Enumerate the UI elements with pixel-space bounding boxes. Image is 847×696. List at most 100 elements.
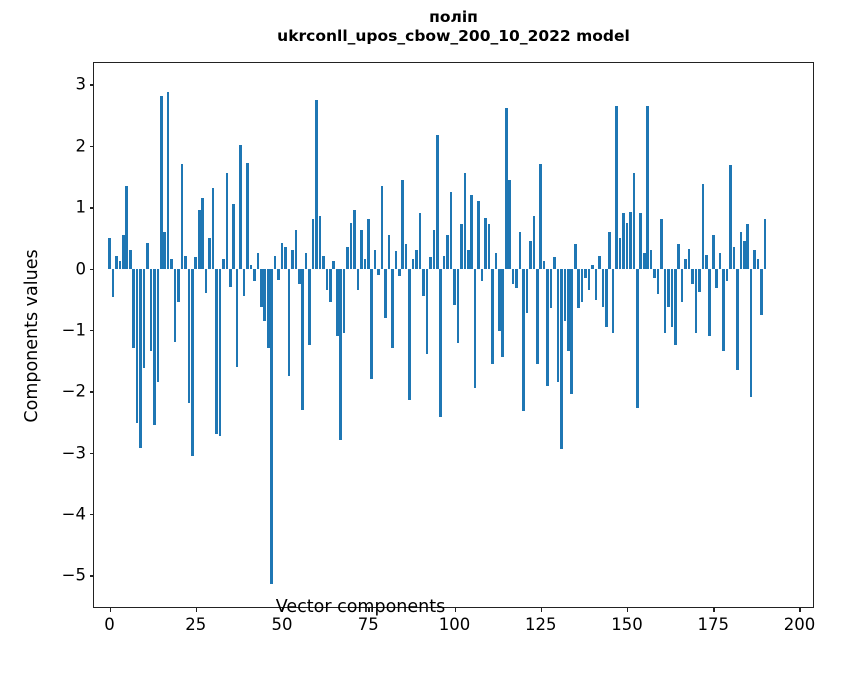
bar — [656, 268, 660, 295]
bar — [242, 268, 246, 297]
bar — [677, 243, 681, 269]
bar — [263, 268, 267, 321]
y-tick-mark — [89, 391, 94, 393]
y-tick-label: 0 — [75, 259, 87, 279]
bar — [287, 268, 291, 376]
y-tick-mark — [89, 145, 94, 148]
bar — [311, 219, 315, 269]
y-tick-mark — [89, 575, 94, 577]
y-tick-label: 3 — [75, 74, 87, 94]
bar — [456, 268, 460, 344]
bar — [494, 253, 498, 269]
bar — [228, 268, 232, 287]
bar — [598, 256, 601, 269]
bar — [270, 268, 273, 585]
bar — [680, 268, 684, 303]
bar — [325, 268, 329, 290]
bar — [667, 268, 670, 307]
x-tick-label: 100 — [438, 615, 471, 634]
bar — [249, 264, 253, 269]
y-axis-label: Components values — [22, 249, 42, 423]
bar — [332, 261, 336, 269]
bar — [549, 268, 553, 309]
bar — [553, 257, 556, 269]
bar — [211, 187, 215, 269]
bar — [149, 268, 153, 352]
x-tick-mark — [454, 607, 456, 612]
x-tick-mark — [713, 607, 715, 612]
bar — [232, 204, 235, 269]
bar — [335, 268, 339, 336]
bar — [435, 135, 439, 269]
bar — [542, 261, 546, 269]
bar — [477, 201, 480, 269]
bar — [146, 242, 149, 269]
bar — [315, 99, 318, 269]
bar — [715, 268, 718, 289]
bar — [308, 268, 311, 346]
bar — [753, 250, 756, 269]
bar — [246, 162, 249, 269]
plot-axes: 3 2 1 0 −1 −2 −3 −4 −5 0 25 50 75 100 125 150 175 200 Co… — [22, 62, 815, 634]
bar — [480, 268, 484, 281]
bar — [577, 268, 580, 309]
bar — [522, 268, 525, 411]
bar — [366, 219, 370, 269]
bar — [701, 183, 705, 269]
bar — [591, 265, 594, 269]
bar — [125, 185, 129, 269]
bar — [170, 259, 173, 269]
bar — [580, 268, 584, 303]
x-tick-label: 50 — [271, 615, 293, 634]
bar — [215, 268, 218, 435]
bar — [349, 222, 353, 269]
bar — [639, 213, 643, 269]
bars-container — [94, 63, 813, 607]
bar — [118, 261, 122, 269]
bar — [346, 247, 349, 269]
bar — [418, 213, 422, 269]
bar — [425, 268, 429, 355]
bar — [297, 268, 301, 284]
bar — [391, 268, 394, 349]
bar — [660, 219, 663, 269]
bar — [225, 173, 229, 269]
x-tick-label: 200 — [783, 615, 816, 634]
y-tick-mark — [89, 84, 94, 86]
bar — [632, 173, 636, 269]
bar — [508, 179, 511, 269]
bar — [163, 231, 166, 269]
bar — [291, 250, 294, 269]
bar — [273, 256, 277, 269]
bar — [342, 268, 346, 333]
chart-title: поліп ukrconll_upos_cbow_200_10_2022 mod… — [93, 8, 814, 46]
bar — [501, 268, 505, 358]
bar — [673, 268, 677, 346]
bar — [370, 268, 373, 379]
bar — [277, 268, 280, 280]
bar — [253, 268, 256, 281]
bar — [646, 105, 649, 269]
bar — [694, 268, 698, 333]
bar — [415, 250, 418, 269]
bar — [122, 234, 125, 269]
chart-title-line-2: ukrconll_upos_cbow_200_10_2022 model — [277, 27, 630, 45]
bar — [384, 268, 387, 318]
x-tick-label: 125 — [524, 615, 557, 634]
x-tick-mark — [799, 607, 801, 612]
bar — [636, 268, 639, 409]
bar — [208, 237, 211, 269]
bar — [373, 250, 377, 269]
chart-title-line-1: поліп — [429, 8, 478, 26]
bar — [532, 216, 536, 269]
y-tick-mark — [89, 329, 94, 332]
bar — [128, 250, 132, 269]
bar — [573, 243, 577, 269]
bar — [142, 268, 146, 368]
bar — [356, 268, 360, 290]
bar — [642, 253, 646, 269]
bar — [484, 218, 487, 269]
bar — [411, 259, 415, 269]
bar — [108, 237, 111, 269]
bar — [560, 268, 563, 450]
